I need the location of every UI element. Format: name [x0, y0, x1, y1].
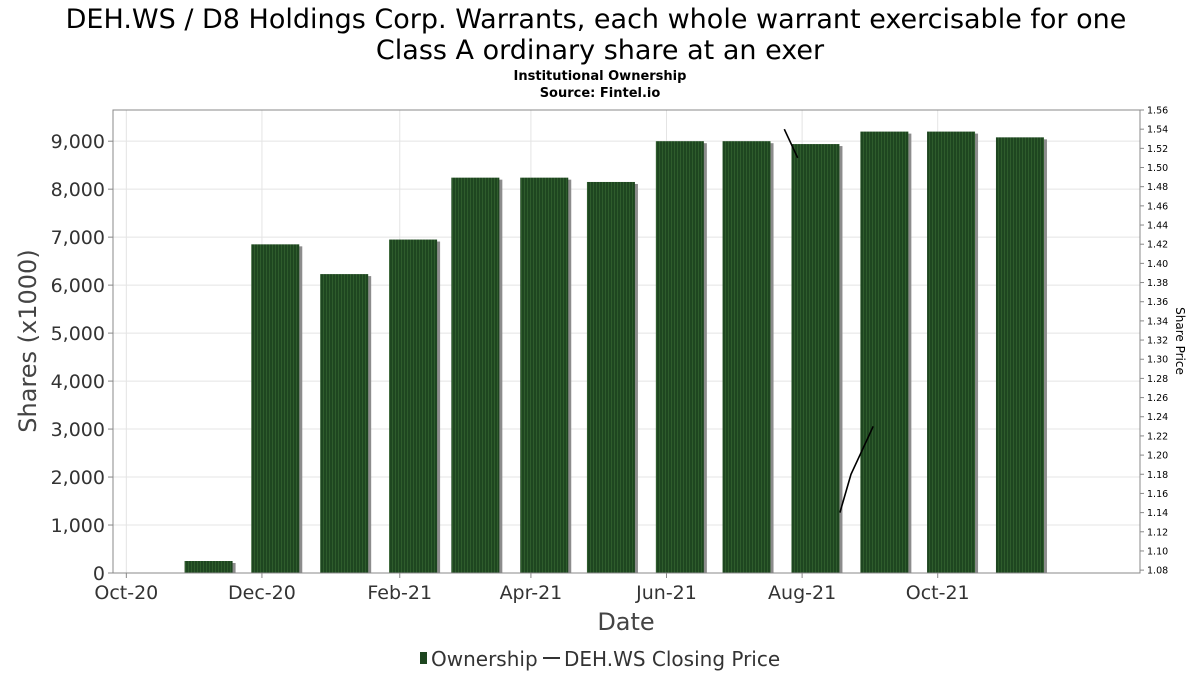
y2-tick-label: 1.10: [1147, 546, 1168, 557]
legend-price-label: DEH.WS Closing Price: [564, 647, 780, 671]
left-axis-ticks: 0 1,000 2,000 3,000 4,000 5,000 6,000 7,000 8,00…: [51, 131, 113, 585]
y2-tick-label: 1.18: [1147, 470, 1168, 481]
y2-tick-label: 1.50: [1147, 163, 1168, 174]
y2-tick-label: 1.26: [1147, 393, 1168, 404]
y2-tick-label: 1.40: [1147, 259, 1168, 270]
y-tick-label: 1,000: [51, 515, 105, 537]
y2-tick-label: 1.46: [1147, 201, 1168, 212]
price-line-segment: [839, 425, 874, 513]
ownership-bars: [184, 131, 1047, 574]
y-tick-label: 9,000: [51, 131, 105, 153]
y-tick-label: 3,000: [51, 419, 105, 441]
ownership-bar: [520, 177, 569, 574]
y2-tick-label: 1.24: [1147, 412, 1168, 423]
x-tick-label: Oct-20: [94, 582, 158, 604]
y2-tick-label: 1.38: [1147, 278, 1168, 289]
y2-tick-label: 1.30: [1147, 355, 1168, 366]
y2-tick-label: 1.14: [1147, 508, 1168, 519]
chart-source: Source: Fintel.io: [540, 86, 661, 101]
ownership-bar: [927, 131, 976, 573]
y-tick-label: 8,000: [51, 179, 105, 201]
ownership-bar: [791, 144, 840, 573]
ownership-bar: [320, 274, 369, 573]
plot-frame: [112, 109, 1141, 574]
ownership-bar: [722, 141, 771, 573]
y-axis-label: Shares (x1000): [14, 249, 42, 432]
chart-title-line-2: Class A ordinary share at an exer: [376, 35, 825, 66]
legend-ownership-swatch: [420, 652, 427, 664]
x-axis-ticks: Oct-20 Dec-20 Feb-21 Apr-21 Jun-21 Aug-21 Oct-…: [94, 573, 970, 604]
x-tick-label: Apr-21: [500, 582, 563, 604]
ownership-bar: [251, 244, 300, 573]
y-tick-label: 2,000: [51, 467, 105, 489]
y-tick-label: 7,000: [51, 227, 105, 249]
ownership-bar: [184, 561, 233, 573]
y2-tick-label: 1.42: [1147, 240, 1168, 251]
x-tick-label: Feb-21: [367, 582, 432, 604]
x-axis-label: Date: [597, 608, 654, 636]
y-tick-label: 0: [93, 563, 105, 585]
right-axis-ticks: 1.08 1.10 1.12 1.14 1.16 1.18 1.20 1.22 1.24 1.26…: [1140, 106, 1168, 577]
y2-tick-label: 1.12: [1147, 527, 1168, 538]
y2-tick-label: 1.22: [1147, 431, 1168, 442]
ownership-bar: [389, 239, 438, 573]
price-line-segment: [783, 128, 799, 159]
y-tick-label: 6,000: [51, 275, 105, 297]
chart-title-line-1: DEH.WS / D8 Holdings Corp. Warrants, eac…: [66, 4, 1127, 35]
x-tick-label: Dec-20: [228, 582, 296, 604]
legend-ownership-label: Ownership: [431, 647, 538, 671]
y-tick-label: 4,000: [51, 371, 105, 393]
ownership-bar: [860, 131, 909, 573]
y2-tick-label: 1.20: [1147, 451, 1168, 462]
y2-tick-label: 1.44: [1147, 221, 1168, 232]
chart-subtitle: Institutional Ownership: [514, 69, 687, 84]
ownership-bar: [451, 177, 500, 574]
y2-axis-label: Share Price: [1173, 307, 1187, 375]
legend: Ownership DEH.WS Closing Price: [420, 647, 780, 671]
ownership-bar: [586, 181, 635, 573]
x-tick-label: Oct-21: [906, 582, 970, 604]
x-tick-label: Jun-21: [635, 582, 697, 604]
price-line: [783, 128, 874, 513]
y2-tick-label: 1.36: [1147, 297, 1168, 308]
y2-tick-label: 1.32: [1147, 336, 1168, 347]
x-tick-label: Aug-21: [768, 582, 836, 604]
ownership-bar: [995, 137, 1044, 573]
y2-tick-label: 1.54: [1147, 125, 1168, 136]
y2-tick-label: 1.52: [1147, 144, 1168, 155]
y-tick-label: 5,000: [51, 323, 105, 345]
ownership-bar: [655, 141, 704, 573]
y2-tick-label: 1.48: [1147, 182, 1168, 193]
y2-tick-label: 1.28: [1147, 374, 1168, 385]
y2-tick-label: 1.16: [1147, 489, 1168, 500]
y2-tick-label: 1.56: [1147, 106, 1168, 117]
y2-tick-label: 1.08: [1147, 566, 1168, 577]
y2-tick-label: 1.34: [1147, 316, 1168, 327]
